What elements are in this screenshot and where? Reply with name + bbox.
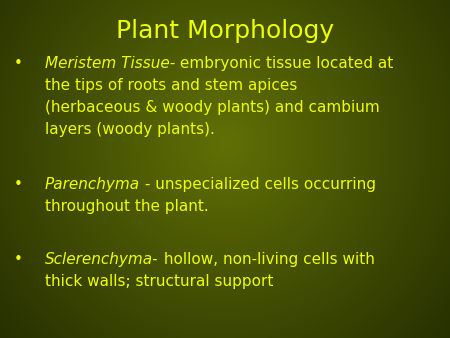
Text: (herbaceous & woody plants) and cambium: (herbaceous & woody plants) and cambium [45, 100, 380, 115]
Text: •: • [14, 177, 22, 192]
Text: - unspecialized cells occurring: - unspecialized cells occurring [140, 177, 376, 192]
Text: hollow, non-living cells with: hollow, non-living cells with [159, 252, 374, 267]
Text: Parenchyma: Parenchyma [45, 177, 140, 192]
Text: •: • [14, 56, 22, 71]
Text: Sclerenchyma-: Sclerenchyma- [45, 252, 158, 267]
Text: throughout the plant.: throughout the plant. [45, 199, 209, 214]
Text: Plant Morphology: Plant Morphology [116, 19, 334, 43]
Text: embryonic tissue located at: embryonic tissue located at [175, 56, 393, 71]
Text: layers (woody plants).: layers (woody plants). [45, 122, 215, 137]
Text: thick walls; structural support: thick walls; structural support [45, 274, 274, 289]
Text: the tips of roots and stem apices: the tips of roots and stem apices [45, 78, 297, 93]
Text: •: • [14, 252, 22, 267]
Text: Meristem Tissue-: Meristem Tissue- [45, 56, 175, 71]
